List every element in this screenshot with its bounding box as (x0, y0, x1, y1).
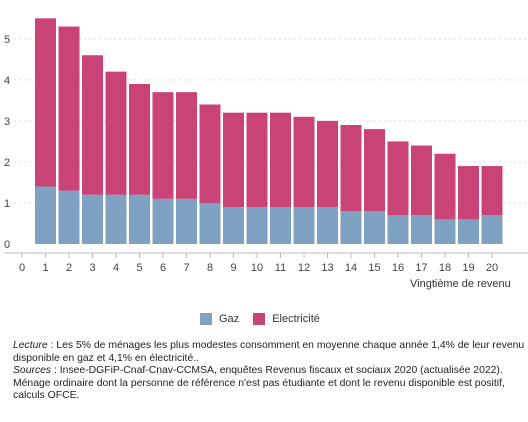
lecture-note-cont: disponible en gaz et 4,1% en électricité… (13, 352, 199, 364)
bar-electricite-17 (411, 145, 432, 216)
bar-gaz-16 (387, 215, 409, 244)
x-tick-label: 12 (298, 262, 310, 274)
bar-electricite-5 (129, 83, 150, 195)
legend-item-gaz: Gaz (200, 313, 239, 325)
x-tick-label: 4 (113, 262, 119, 274)
bar-gaz-17 (411, 215, 432, 244)
x-axis-ticks: 0 1 2 3 4 5 6 7 8 9 10 11 12 13 14 15 16 17 18 19 20 (19, 253, 498, 274)
x-tick-label: 14 (345, 262, 357, 274)
x-tick-label: 7 (183, 262, 189, 274)
bar-electricite-18 (434, 153, 456, 220)
bar-gaz-7 (176, 198, 197, 244)
bar-electricite-14 (340, 125, 362, 212)
bar-gaz-14 (340, 211, 362, 244)
bar-electricite-3 (82, 55, 103, 195)
champ-note: Ménage ordinaire dont la personne de réf… (13, 377, 505, 389)
sources-text: : Insee-DGFiP-Cnaf-Cnav-CCMSA, enquêtes … (51, 365, 503, 377)
bar-gaz-4 (105, 194, 127, 244)
x-tick-label: 20 (486, 262, 498, 274)
chart-notes: Lecture : Les 5% de ménages les plus mod… (13, 340, 528, 403)
bar-gaz-3 (82, 194, 103, 244)
bar-electricite-10 (246, 112, 268, 208)
x-tick-label: 16 (392, 262, 404, 274)
bar-gaz-1 (35, 186, 56, 244)
y-tick-label: 1 (4, 198, 10, 210)
x-tick-label: 2 (66, 262, 72, 274)
x-tick-label: 13 (321, 262, 333, 274)
bar-gaz-6 (152, 198, 174, 244)
bar-electricite-9 (223, 112, 244, 208)
bar-electricite-12 (293, 116, 315, 208)
x-tick-label: 15 (368, 262, 380, 274)
x-axis-title: Vingtième de revenu (410, 278, 511, 290)
bar-gaz-9 (223, 207, 244, 244)
bar-electricite-15 (364, 129, 385, 212)
bars (35, 18, 503, 244)
bar-gaz-19 (458, 219, 479, 244)
bar-electricite-2 (58, 26, 80, 191)
bar-electricite-11 (270, 112, 291, 208)
bar-gaz-15 (364, 211, 385, 244)
legend-swatch-gaz (200, 313, 212, 325)
y-axis-ticks: 0 1 2 3 4 5 (4, 34, 10, 251)
x-tick-label: 10 (251, 262, 263, 274)
lecture-note: Lecture : Les 5% de ménages les plus mod… (13, 340, 528, 353)
bar-gaz-10 (246, 207, 268, 244)
y-tick-label: 4 (4, 75, 10, 87)
bar-electricite-4 (105, 71, 127, 195)
bar-electricite-13 (317, 120, 338, 208)
legend-item-electricite: Electricité (253, 313, 320, 325)
calc-note: calculs OFCE. (13, 390, 80, 402)
legend: Gaz Electricité (200, 313, 334, 325)
bar-electricite-1 (35, 18, 56, 187)
legend-swatch-electricite (253, 313, 266, 325)
y-tick-label: 2 (4, 157, 10, 169)
bar-electricite-8 (199, 104, 221, 203)
sources-note: Sources : Insee-DGFiP-Cnaf-Cnav-CCMSA, e… (13, 365, 528, 378)
y-tick-label: 0 (4, 239, 10, 251)
x-tick-label: 1 (42, 262, 48, 274)
x-tick-label: 11 (275, 262, 286, 274)
bar-gaz-8 (199, 202, 221, 244)
x-tick-label: 6 (160, 262, 166, 274)
bar-gaz-5 (129, 194, 150, 244)
y-tick-label: 5 (4, 34, 10, 46)
bar-gaz-13 (317, 207, 338, 244)
x-tick-label: 19 (462, 262, 474, 274)
sources-label: Sources (13, 365, 52, 377)
bar-electricite-19 (458, 166, 479, 220)
bar-electricite-6 (152, 92, 174, 199)
bar-electricite-7 (176, 92, 197, 199)
lecture-text: : Les 5% de ménages les plus modestes co… (47, 340, 525, 351)
bar-gaz-18 (434, 219, 456, 244)
x-tick-label: 17 (415, 262, 427, 274)
legend-label-electricite: Electricité (272, 313, 320, 325)
x-tick-label: 0 (19, 262, 25, 274)
bar-electricite-20 (481, 166, 503, 216)
bar-electricite-16 (387, 141, 409, 216)
x-tick-label: 8 (207, 262, 213, 274)
lecture-label: Lecture (13, 340, 48, 351)
x-tick-label: 5 (136, 262, 142, 274)
legend-label-gaz: Gaz (219, 313, 240, 325)
x-tick-label: 18 (439, 262, 451, 274)
bar-gaz-20 (481, 215, 503, 244)
x-tick-label: 3 (89, 262, 95, 274)
bar-gaz-12 (293, 207, 315, 244)
x-tick-label: 9 (230, 262, 236, 274)
y-tick-label: 3 (4, 116, 10, 128)
bar-gaz-2 (58, 190, 80, 244)
bar-gaz-11 (270, 207, 291, 244)
